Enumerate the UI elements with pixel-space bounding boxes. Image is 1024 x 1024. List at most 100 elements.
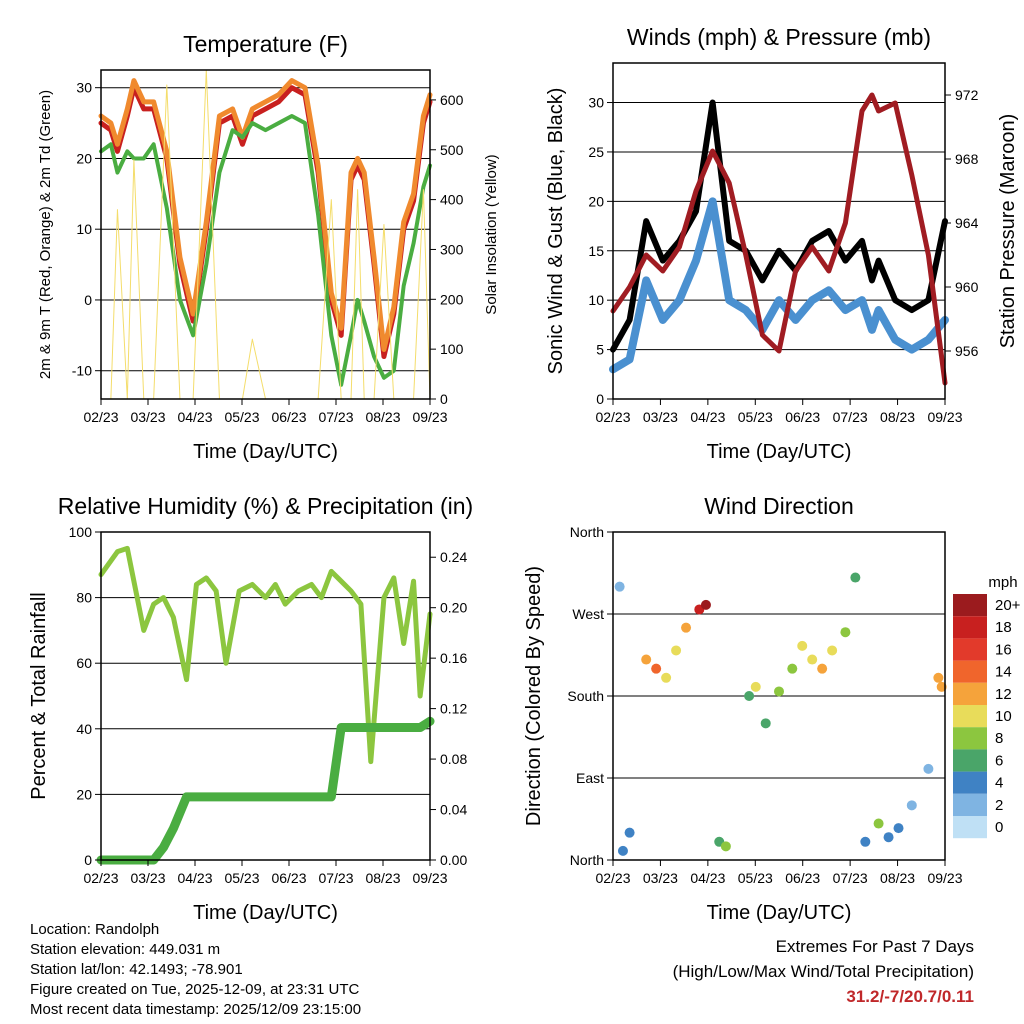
humidity-frame: [100, 531, 431, 861]
temperature-ytick-label-4: 30: [76, 80, 92, 96]
winds-frame: [612, 62, 946, 400]
direction-point-20: [827, 645, 838, 656]
humidity-ytick-label-5: 100: [69, 524, 93, 540]
direction-ytick-label-1: East: [576, 770, 604, 786]
winds-ytick-label-6: 30: [588, 95, 604, 111]
temperature-y2tick-label-2: 200: [440, 291, 464, 307]
humidity-series-1: [96, 716, 435, 865]
temperature-series-1: [98, 78, 433, 352]
winds-xtick-label-6: 08/23: [880, 409, 915, 425]
latest-timestamp-text: Most recent data timestamp: 2025/12/09 2…: [30, 1001, 362, 1018]
direction-point-9: [700, 599, 711, 610]
temperature-xtick-label-1: 03/23: [130, 409, 165, 425]
created-text: Figure created on Tue, 2025-12-09, at 23…: [30, 981, 360, 998]
humidity-xlabel: Time (Day/UTC): [193, 902, 338, 924]
direction-point-3: [641, 654, 652, 665]
temperature-ytick-label-1: 0: [84, 292, 92, 308]
direction-point-7: [681, 622, 692, 633]
legend-swatch-4: [953, 682, 987, 705]
extremes-block: Extremes For Past 7 Days (High/Low/Max W…: [673, 934, 974, 1009]
temperature-series-3: [100, 69, 431, 400]
temperature-ytick-label-0: -10: [72, 363, 92, 379]
winds-y2label: Station Pressure (Maroon): [997, 114, 1019, 349]
winds-y2tick-label-2: 964: [955, 215, 979, 231]
direction-point-0: [617, 845, 628, 856]
temperature-xtick-label-0: 02/23: [83, 409, 118, 425]
winds-panel: [607, 62, 951, 405]
humidity-y2tick-label-0: 0.00: [440, 852, 467, 868]
direction-point-28: [923, 763, 934, 774]
legend-swatch-6: [953, 727, 987, 750]
direction-ytick-label-0: North: [570, 852, 604, 868]
humidity-panel: [95, 531, 436, 866]
humidity-xtick-label-3: 05/23: [224, 870, 259, 886]
legend-swatch-10: [953, 816, 987, 839]
legend-label-1: 18: [995, 619, 1012, 636]
legend-swatch-7: [953, 749, 987, 772]
temperature-xtick-label-2: 04/23: [177, 409, 212, 425]
winds-xtick-label-4: 06/23: [785, 409, 820, 425]
temperature-y2tick-label-0: 0: [440, 391, 448, 407]
direction-xtick-label-6: 08/23: [880, 870, 915, 886]
direction-point-6: [671, 645, 682, 656]
winds-xlabel: Time (Day/UTC): [707, 441, 852, 463]
direction-point-22: [850, 572, 861, 583]
legend-label-3: 14: [995, 664, 1012, 681]
direction-point-4: [651, 663, 662, 674]
winds-xtick-label-2: 04/23: [690, 409, 725, 425]
direction-ytick-label-3: West: [572, 606, 604, 622]
direction-point-15: [774, 686, 784, 697]
direction-point-24: [873, 818, 884, 829]
temperature-y2tick-label-3: 300: [440, 241, 464, 257]
direction-point-29: [933, 672, 944, 683]
winds-ytick-label-4: 20: [588, 193, 604, 209]
winds-ytick-label-3: 15: [588, 243, 604, 259]
humidity-y2tick-label-4: 0.16: [440, 650, 467, 666]
direction-point-14: [760, 718, 771, 729]
humidity-xtick-label-2: 04/23: [177, 870, 212, 886]
direction-point-5: [661, 672, 672, 683]
direction-xtick-label-0: 02/23: [595, 870, 630, 886]
winds-y2tick-label-1: 960: [955, 279, 979, 295]
winds-ylabel: Sonic Wind & Gust (Blue, Black): [545, 88, 567, 375]
winds-ytick-label-0: 0: [596, 391, 604, 407]
direction-point-16: [787, 663, 798, 674]
direction-xtick-label-4: 06/23: [785, 870, 820, 886]
humidity-y2tick-label-5: 0.20: [440, 600, 467, 616]
temperature-title: Temperature (F): [183, 31, 348, 57]
temperature-ytick-label-2: 10: [76, 221, 92, 237]
direction-xlabel: Time (Day/UTC): [707, 902, 852, 924]
temperature-y2tick-label-5: 500: [440, 142, 464, 158]
winds-y2tick-label-0: 956: [955, 343, 979, 359]
legend-swatch-3: [953, 660, 987, 683]
winds-xtick-label-7: 09/23: [927, 409, 962, 425]
direction-point-1: [624, 827, 635, 838]
winds-xtick-label-3: 05/23: [738, 409, 773, 425]
winds-ytick-label-1: 5: [596, 342, 604, 358]
humidity-xtick-label-1: 03/23: [130, 870, 165, 886]
winds-xtick-label-5: 07/23: [833, 409, 868, 425]
direction-xtick-label-2: 04/23: [690, 870, 725, 886]
direction-point-26: [893, 823, 904, 834]
legend-label-9: 2: [995, 797, 1003, 814]
temperature-xtick-label-3: 05/23: [224, 409, 259, 425]
extremes-value: 31.2/-7/20.7/0.11: [846, 987, 974, 1006]
direction-point-25: [883, 832, 894, 843]
legend-label-8: 4: [995, 775, 1003, 792]
extremes-subtitle: (High/Low/Max Wind/Total Precipitation): [672, 962, 974, 981]
humidity-ytick-label-0: 0: [84, 852, 92, 868]
winds-series-1: [610, 99, 948, 353]
latlon-text: Station lat/lon: 42.1493; -78.901: [30, 961, 243, 978]
winds-series-2: [610, 92, 948, 386]
temperature-y2tick-label-1: 100: [440, 341, 464, 357]
legend-label-4: 12: [995, 686, 1012, 703]
winds-title: Winds (mph) & Pressure (mb): [627, 24, 931, 50]
direction-ytick-label-2: South: [567, 688, 604, 704]
humidity-xtick-label-5: 07/23: [318, 870, 353, 886]
legend-swatch-8: [953, 771, 987, 794]
extremes-title: Extremes For Past 7 Days: [775, 937, 974, 956]
station-info: Location: Randolph Station elevation: 44…: [30, 920, 361, 1020]
winds-xtick-label-0: 02/23: [595, 409, 630, 425]
humidity-title: Relative Humidity (%) & Precipitation (i…: [58, 493, 473, 519]
humidity-y2tick-label-1: 0.04: [440, 802, 467, 818]
